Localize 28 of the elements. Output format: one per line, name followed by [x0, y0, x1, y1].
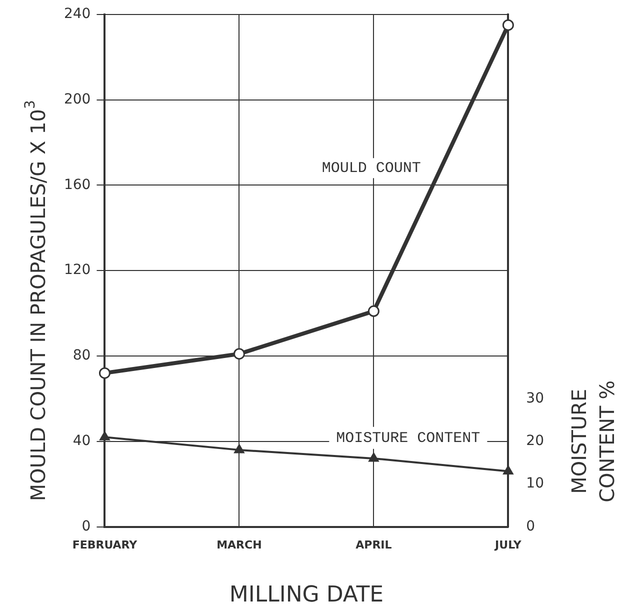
series-label: MOISTURE CONTENT [336, 430, 480, 447]
y2-tick-label: 0 [526, 518, 536, 534]
y-tick-label: 240 [64, 6, 91, 22]
x-tick-label: APRIL [356, 538, 392, 552]
y2-tick-label: 30 [526, 390, 544, 406]
y-tick-label: 200 [64, 91, 91, 108]
point [368, 305, 380, 317]
x-tick-label: JULY [494, 538, 522, 552]
point [98, 367, 110, 379]
point [502, 19, 514, 31]
y-tick-label: 120 [64, 262, 91, 278]
point [233, 348, 245, 360]
point [234, 444, 244, 454]
y-tick-label: 80 [72, 348, 91, 364]
y-tick-label: 0 [82, 518, 91, 534]
point [503, 466, 514, 475]
point [368, 452, 379, 462]
x-tick-label: MARCH [216, 538, 262, 552]
y2-axis-title: MOISTURE CONTENT % [567, 380, 620, 502]
series-label: MOULD COUNT [322, 160, 421, 178]
x-axis-title: MILLING DATE [229, 582, 384, 608]
y2-tick-label: 20 [526, 433, 544, 450]
point [100, 431, 110, 440]
y-axis-title: MOULD COUNT IN PROPAGULES/G X 103 [22, 100, 50, 502]
y-tick-label: 160 [64, 176, 91, 193]
x-tick-label: FEBRUARY [72, 538, 138, 552]
y-tick-label: 40 [72, 433, 91, 450]
y2-tick-label: 10 [526, 476, 544, 492]
